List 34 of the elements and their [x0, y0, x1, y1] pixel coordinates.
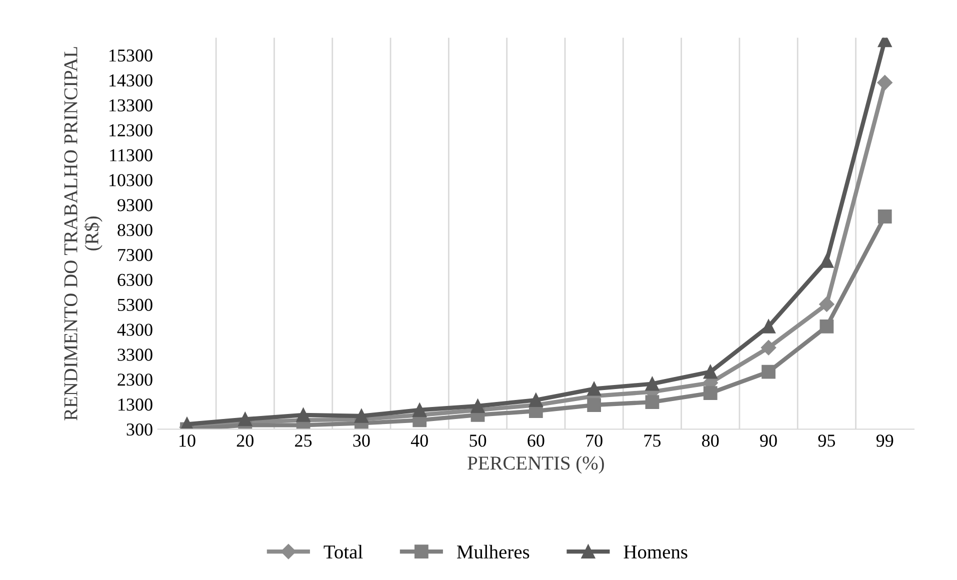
x-tick-label: 40	[410, 434, 428, 447]
y-tick-label: 13300	[109, 99, 152, 112]
x-tick-label: 60	[528, 434, 544, 447]
y-tick-label: 6300	[118, 274, 152, 286]
y-tick-label: 2300	[118, 374, 152, 386]
y-tick-label: 8300	[118, 224, 152, 236]
y-tick-label: 3300	[118, 348, 152, 361]
y-tick-label: 4300	[117, 324, 152, 336]
y-tick-label: 10300	[109, 174, 152, 186]
x-tick-label: 50	[470, 434, 486, 447]
y-tick-label: 1300	[118, 398, 152, 411]
y-axis-title: RENDIMENTO DO TRABALHO PRINCIPAL (R$)	[64, 47, 102, 420]
x-tick-label: 75	[644, 434, 661, 447]
y-tick-label: 15300	[109, 49, 152, 62]
x-axis-title: PERCENTIS (%)	[468, 456, 604, 474]
y-tick-label: 7300	[118, 248, 152, 262]
x-tick-label: 80	[702, 434, 719, 447]
x-tick-label: 90	[760, 434, 777, 447]
y-tick-label: 14300	[109, 74, 152, 87]
legend-label: Total	[324, 544, 363, 559]
x-tick-label: 95	[818, 434, 836, 447]
x-tick-label: 20	[236, 434, 254, 447]
x-tick-label: 70	[586, 434, 602, 447]
x-tick-label: 25	[295, 434, 312, 447]
x-tick-label: 30	[353, 434, 370, 447]
y-tick-label: 12300	[109, 124, 152, 136]
y-tick-label: 9300	[118, 199, 152, 212]
y-tick-label: 5300	[118, 298, 152, 311]
legend-label: Homens	[624, 546, 688, 559]
x-tick-label: 10	[180, 434, 196, 447]
x-tick-label: 99	[876, 434, 894, 447]
legend-label: Mulheres	[456, 544, 530, 559]
y-tick-label: 300	[126, 423, 152, 436]
y-tick-label: 11300	[110, 149, 152, 162]
